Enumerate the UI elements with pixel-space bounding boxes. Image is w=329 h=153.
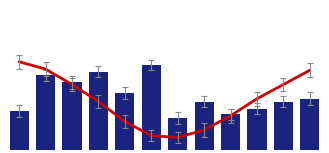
Bar bbox=[168, 118, 187, 150]
Bar bbox=[10, 111, 29, 150]
Bar bbox=[115, 93, 134, 150]
Bar bbox=[221, 114, 240, 150]
Bar bbox=[247, 109, 266, 150]
Bar bbox=[195, 102, 214, 150]
Bar bbox=[36, 75, 55, 150]
Bar bbox=[63, 82, 82, 150]
Bar bbox=[274, 102, 293, 150]
Bar bbox=[142, 65, 161, 150]
Bar bbox=[89, 72, 108, 150]
Bar bbox=[300, 99, 319, 150]
